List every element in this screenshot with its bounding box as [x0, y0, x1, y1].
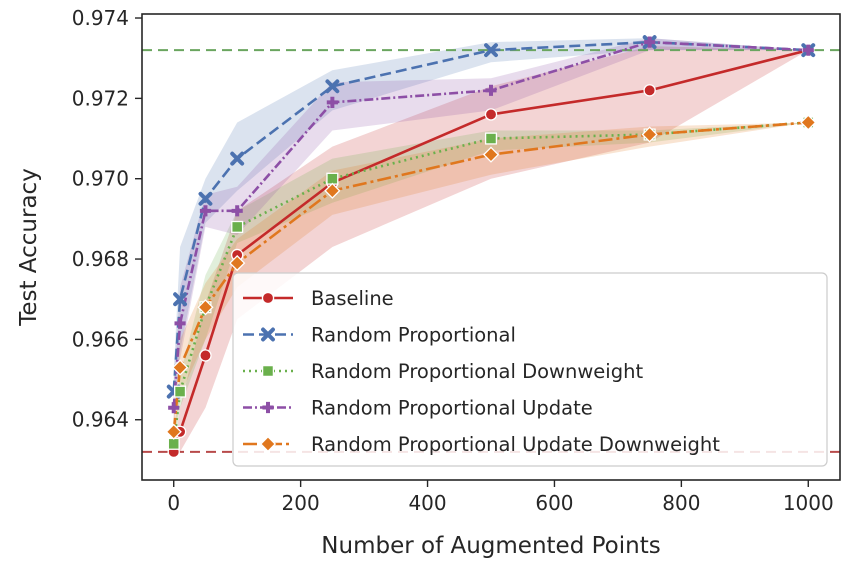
band-series-0 — [173, 46, 809, 452]
x-axis-ticks: 0 200 400 600 800 1000 — [167, 480, 834, 515]
data-point-s4-0 — [165, 423, 182, 440]
data-point-s2-0 — [167, 437, 180, 450]
series-line-4 — [172, 121, 809, 432]
data-point-s4-2 — [197, 299, 214, 316]
x-tick-label: 800 — [662, 491, 700, 515]
data-point-s0-6 — [643, 84, 656, 97]
data-point-s0-2 — [199, 349, 212, 362]
data-point-s3-3 — [231, 205, 243, 217]
data-point-s3-7 — [802, 44, 814, 56]
legend-marker — [261, 291, 275, 305]
data-point-s3-6 — [644, 36, 656, 48]
data-point-s3-5 — [485, 84, 497, 96]
x-tick-label: 400 — [408, 491, 446, 515]
y-tick-label: 0.966 — [72, 327, 129, 351]
data-point-s4-1 — [171, 359, 189, 376]
data-point-s1-5 — [484, 43, 498, 58]
series-markers — [165, 35, 817, 459]
data-point-s2-1 — [174, 385, 187, 398]
legend-marker — [259, 435, 277, 453]
y-tick-label: 0.974 — [72, 6, 129, 30]
y-tick-label: 0.972 — [72, 86, 129, 110]
data-point-s2-5 — [484, 132, 498, 145]
data-point-s4-3 — [229, 254, 246, 272]
legend-marker — [261, 327, 275, 342]
series-line-1 — [172, 40, 809, 392]
y-tick-label: 0.968 — [72, 247, 129, 271]
legend-label: Random Proportional Update — [311, 397, 593, 420]
data-point-s3-4 — [326, 96, 338, 108]
data-point-s4-6 — [641, 126, 658, 143]
x-tick-label: 200 — [282, 491, 320, 515]
data-point-s1-2 — [198, 191, 213, 206]
legend-label: Baseline — [311, 287, 394, 310]
x-tick-label: 1000 — [783, 491, 834, 515]
legend-box — [232, 272, 828, 467]
data-point-s2-3 — [231, 220, 244, 233]
band-series-4 — [173, 122, 809, 452]
legend-label: Random Proportional — [311, 324, 516, 347]
legend-marker — [262, 401, 274, 414]
y-axis-label: Test Accuracy — [16, 168, 42, 327]
data-point-s3-2 — [199, 205, 212, 217]
data-point-s1-1 — [173, 292, 188, 307]
y-tick-label: 0.970 — [72, 167, 129, 191]
legend-marker — [261, 364, 275, 378]
data-point-s3-1 — [174, 317, 186, 329]
data-point-s4-4 — [324, 182, 341, 199]
confidence-bands — [173, 38, 809, 452]
plot-frame — [141, 13, 841, 481]
series-line-2 — [172, 121, 809, 445]
data-point-s3-0 — [168, 402, 180, 414]
x-tick-label: 0 — [167, 491, 180, 515]
data-point-s1-3 — [230, 151, 245, 166]
y-axis-ticks: 0.964 0.966 0.968 0.970 0.972 0.974 — [72, 6, 142, 432]
x-axis-label: Number of Augmented Points — [321, 533, 660, 559]
legend: Baseline Random Proportional Random Propor… — [232, 272, 828, 467]
data-point-s2-4 — [326, 172, 339, 185]
legend-label: Random Proportional Downweight — [311, 360, 643, 383]
y-tick-label: 0.964 — [72, 408, 129, 432]
data-point-s1-4 — [325, 79, 340, 94]
x-tick-label: 600 — [535, 491, 573, 515]
data-point-s4-5 — [482, 146, 500, 163]
data-point-s0-5 — [484, 108, 498, 121]
series-line-0 — [172, 48, 809, 453]
legend-label: Random Proportional Update Downweight — [311, 433, 720, 456]
data-point-s4-7 — [800, 114, 817, 131]
